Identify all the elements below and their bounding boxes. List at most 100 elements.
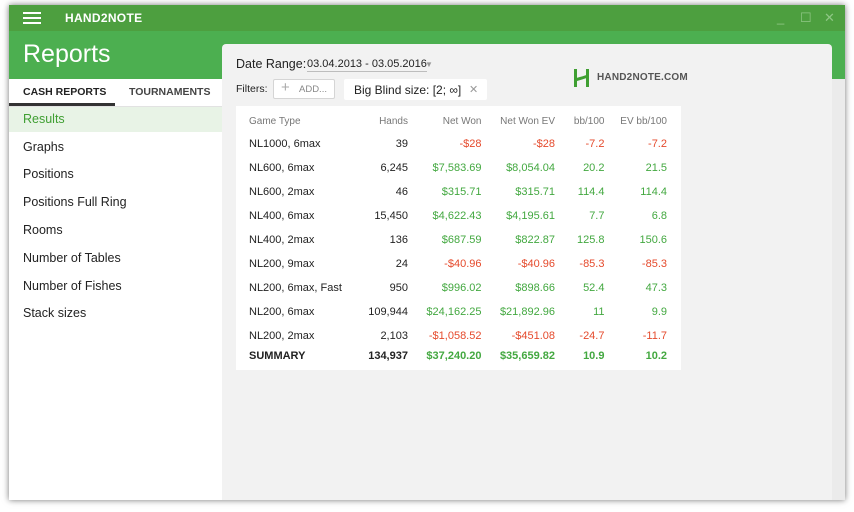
cell-hands: 109,944 [368,306,408,318]
minimize-button[interactable]: _ [777,10,785,25]
add-filter-button[interactable]: + ADD... [273,79,335,99]
summary-cell-net-won-ev: $35,659.82 [499,350,555,362]
cell-net-won-ev: $898.66 [515,282,555,294]
cell-ev-bb100: -7.2 [648,138,667,150]
cell-hands: 46 [395,186,408,198]
cell-net-won-ev: $822.87 [515,234,555,246]
date-range-label: Date Range: [236,57,307,71]
cell-net-won: $7,583.69 [432,162,482,174]
sidebar-item-number-of-tables[interactable]: Number of Tables [23,251,121,265]
page-title: Reports [23,40,111,68]
cell-net-won: $996.02 [441,282,482,294]
summary-cell-ev-bb100: 10.2 [645,350,667,362]
table-row[interactable]: NL200, 6max 109,944 $24,162.25 $21,892.96 11… [236,300,681,324]
table-row[interactable]: NL400, 2max 136 $687.59 $822.87 125.8 150.6 [236,228,681,252]
cell-ev-bb100: 6.8 [651,210,667,222]
table-row[interactable]: NL200, 6max, Fast 950 $996.02 $898.66 52.4 47… [236,276,681,300]
cell-net-won: -$40.96 [444,258,482,270]
cell-ev-bb100: 114.4 [640,186,667,198]
app-name: HAND2NOTE [65,11,143,25]
active-tab-indicator [9,103,115,106]
date-range-picker[interactable]: 03.04.2013 - 03.05.2016 [307,58,427,72]
cell-game-type: NL400, 6max [249,210,315,222]
cell-game-type: NL600, 2max [249,186,315,198]
table-row[interactable]: NL1000, 6max 39 -$28 -$28 -7.2 -7.2 [236,132,681,156]
table-header-row: Game Type Hands Net Won Net Won EV bb/10… [236,110,681,132]
table-row[interactable]: NL600, 6max 6,245 $7,583.69 $8,054.04 20.2 21… [236,156,681,180]
cell-game-type: NL1000, 6max [249,138,321,150]
column-header-hands[interactable]: Hands [379,115,408,127]
cell-game-type: NL200, 6max [249,306,315,318]
cell-game-type: NL200, 2max [249,330,315,342]
cell-hands: 24 [395,258,408,270]
cell-net-won: -$28 [459,138,482,150]
table-row[interactable]: NL600, 2max 46 $315.71 $315.71 114.4 114.4 [236,180,681,204]
cell-bb100: -85.3 [579,258,605,270]
cell-bb100: 114.4 [577,186,605,198]
column-header-game-type[interactable]: Game Type [249,115,301,127]
cell-game-type: NL600, 6max [249,162,315,174]
sidebar-item-graphs[interactable]: Graphs [23,140,64,154]
cell-hands: 136 [389,234,408,246]
cell-net-won: $24,162.25 [426,306,482,318]
cell-bb100: 11 [593,306,605,318]
cell-game-type: NL400, 2max [249,234,315,246]
table-row[interactable]: NL400, 6max 15,450 $4,622.43 $4,195.61 7.7 6.… [236,204,681,228]
column-header-net-won[interactable]: Net Won [442,115,482,127]
maximize-button[interactable]: ☐ [800,10,812,25]
sidebar-item-positions-full-ring[interactable]: Positions Full Ring [23,195,127,209]
filter-chip-label: Big Blind size: [2; ∞] [354,83,462,97]
column-header-ev-bb100[interactable]: EV bb/100 [620,115,667,127]
cell-ev-bb100: 150.6 [639,234,667,246]
cell-game-type: NL200, 9max [249,258,315,270]
cell-net-won: -$1,058.52 [428,330,482,342]
results-table-card: Game Type Hands Net Won Net Won EV bb/10… [236,106,681,370]
cell-net-won-ev: $315.71 [515,186,555,198]
summary-cell-bb100: 10.9 [583,350,605,362]
cell-bb100: 7.7 [589,210,605,222]
results-table: Game Type Hands Net Won Net Won EV bb/10… [236,110,681,364]
hand2note-logo: HAND2NOTE.COM [573,69,688,87]
column-header-net-won-ev[interactable]: Net Won EV [500,115,555,127]
cell-hands: 15,450 [374,210,408,222]
cell-net-won-ev: -$40.96 [517,258,555,270]
hamburger-menu-icon[interactable] [23,12,41,25]
sidebar-item-stack-sizes[interactable]: Stack sizes [23,306,87,320]
cell-hands: 950 [389,282,408,294]
close-button[interactable]: ✕ [824,10,835,25]
summary-row: SUMMARY 134,937 $37,240.20 $35,659.82 10.9 10… [236,348,681,364]
tab-cash-reports[interactable]: CASH REPORTS [23,86,107,98]
report-content: Date Range: 03.04.2013 - 03.05.2016 ▼ HA… [222,44,832,500]
logo-text: HAND2NOTE.COM [597,72,688,83]
cell-hands: 2,103 [380,330,408,342]
filter-chip[interactable]: Big Blind size: [2; ∞] ✕ [344,79,487,100]
sidebar-tabs: CASH REPORTS TOURNAMENTS [9,79,222,107]
cell-ev-bb100: -11.7 [642,330,667,342]
cell-ev-bb100: 47.3 [645,282,667,294]
cell-hands: 39 [395,138,408,150]
cell-hands: 6,245 [380,162,408,174]
table-row[interactable]: NL200, 2max 2,103 -$1,058.52 -$451.08 -24.7 -… [236,324,681,348]
sidebar-item-results[interactable]: Results [9,107,222,132]
sidebar-item-number-of-fishes[interactable]: Number of Fishes [23,279,122,293]
chevron-down-icon[interactable]: ▼ [425,60,433,69]
close-icon[interactable]: ✕ [469,84,479,96]
cell-bb100: 20.2 [583,162,605,174]
h-logo-icon [574,69,589,87]
cell-net-won-ev: -$28 [532,138,555,150]
app-window: HAND2NOTE _ ☐ ✕ Reports CASH REPORTS TOU… [9,5,845,500]
cell-ev-bb100: 21.5 [645,162,667,174]
column-header-bb100[interactable]: bb/100 [573,115,605,127]
summary-cell-hands: 134,937 [368,350,408,362]
cell-game-type: NL200, 6max, Fast [249,282,342,294]
cell-net-won: $687.59 [441,234,482,246]
tab-tournaments[interactable]: TOURNAMENTS [129,86,211,98]
table-row[interactable]: NL200, 9max 24 -$40.96 -$40.96 -85.3 -85.3 [236,252,681,276]
sidebar-item-rooms[interactable]: Rooms [23,223,63,237]
cell-ev-bb100: -85.3 [641,258,667,270]
cell-bb100: -7.2 [585,138,605,150]
cell-net-won-ev: $4,195.61 [506,210,555,222]
add-filter-label: ADD... [299,84,327,95]
sidebar-item-positions[interactable]: Positions [23,167,74,181]
cell-net-won-ev: $8,054.04 [506,162,555,174]
